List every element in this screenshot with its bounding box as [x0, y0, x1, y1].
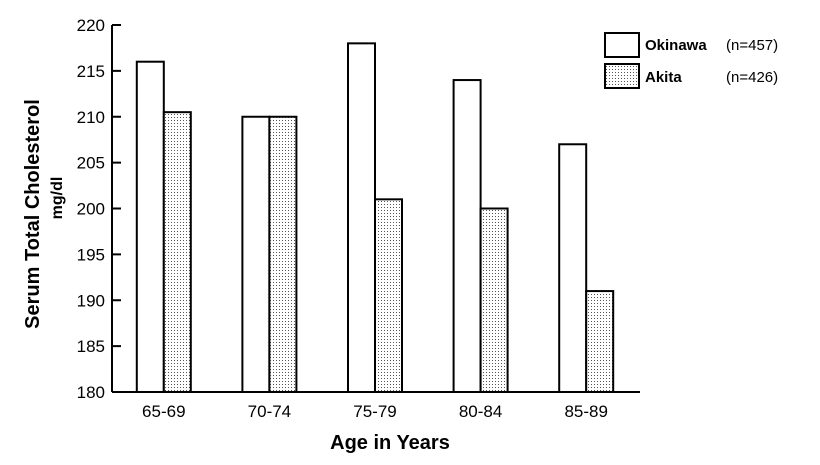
bar-akita-70-74: [268, 115, 298, 393]
legend-item-akita: Akita (n=426): [604, 63, 778, 89]
bar-okinawa-75-79: [347, 42, 376, 393]
legend-swatch-okinawa: [604, 32, 640, 58]
y-axis-title: Serum Total Cholesterol: [22, 99, 44, 329]
y-axis-unit: mg/dl: [49, 177, 66, 220]
x-tick-label-70-74: 70-74: [248, 402, 291, 421]
bars: [135, 42, 615, 394]
legend-swatch-akita: [604, 63, 640, 89]
bar-okinawa-70-74: [241, 115, 271, 393]
bar-akita-75-79: [374, 198, 403, 393]
y-tick-label-205: 205: [77, 154, 105, 173]
legend: Okinawa (n=457) Akita (n=426): [604, 32, 778, 89]
x-tick-label-80-84: 80-84: [459, 402, 502, 421]
legend-item-okinawa: Okinawa (n=457): [604, 32, 778, 58]
legend-count-okinawa: (n=457): [726, 37, 778, 54]
y-tick-label-210: 210: [77, 108, 105, 127]
x-axis: 65-69 70-74 75-79 80-84 85-89: [112, 391, 640, 421]
x-tick-label-65-69: 65-69: [142, 402, 185, 421]
legend-label-akita: Akita: [645, 69, 682, 86]
x-axis-title: Age in Years: [330, 432, 450, 454]
y-axis: 180 185 190 195 200 205 210 215 220: [77, 16, 121, 402]
bar-akita-80-84: [479, 207, 509, 393]
bar-okinawa-85-89: [558, 143, 588, 393]
y-tick-label-190: 190: [77, 291, 105, 310]
bar-akita-85-89: [585, 290, 615, 394]
x-tick-label-85-89: 85-89: [564, 402, 607, 421]
bar-okinawa-80-84: [452, 79, 482, 394]
y-tick-label-220: 220: [77, 16, 105, 35]
y-tick-label-185: 185: [77, 337, 105, 356]
y-tick-label-200: 200: [77, 200, 105, 219]
y-tick-label-215: 215: [77, 62, 105, 81]
legend-label-okinawa: Okinawa: [645, 37, 707, 54]
legend-count-akita: (n=426): [726, 69, 778, 86]
y-tick-label-195: 195: [77, 245, 105, 264]
x-tick-label-75-79: 75-79: [353, 402, 396, 421]
y-tick-label-180: 180: [77, 383, 105, 402]
bar-okinawa-65-69: [135, 60, 165, 393]
bar-akita-65-69: [162, 111, 192, 393]
